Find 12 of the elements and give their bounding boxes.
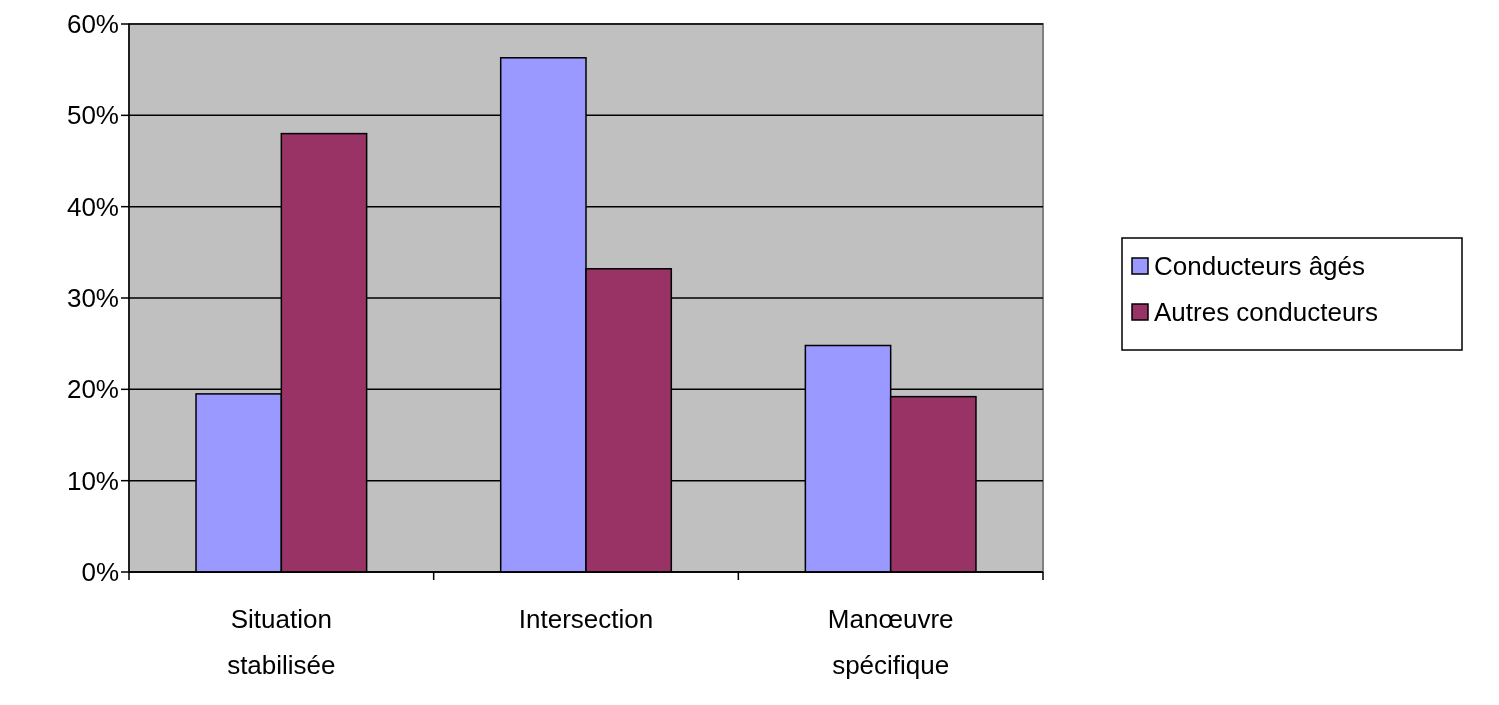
y-tick-label: 50% bbox=[66, 100, 119, 131]
x-tick-label: Intersection bbox=[518, 604, 654, 634]
x-tick-label: Situation stabilisée bbox=[227, 604, 336, 680]
y-tick-label: 40% bbox=[66, 191, 119, 222]
y-tick-label: 30% bbox=[66, 283, 119, 314]
legend-label: Conducteurs âgés bbox=[1154, 251, 1366, 282]
y-tick-label: 60% bbox=[66, 9, 119, 40]
x-tick-label: Manœuvre spécifique bbox=[827, 604, 954, 680]
y-tick-label: 20% bbox=[66, 374, 119, 405]
legend-label: Autres conducteurs bbox=[1154, 297, 1379, 328]
y-tick-label: 0% bbox=[81, 557, 119, 588]
y-tick-label: 10% bbox=[66, 465, 119, 496]
